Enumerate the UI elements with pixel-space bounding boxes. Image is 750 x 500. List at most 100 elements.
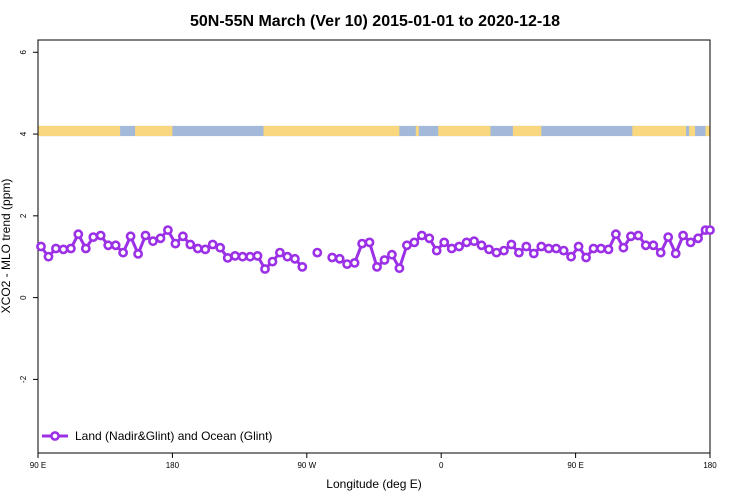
data-point xyxy=(36,241,46,252)
data-point xyxy=(416,230,427,241)
data-point xyxy=(192,243,203,254)
data-point xyxy=(297,261,308,272)
data-point xyxy=(461,237,472,248)
data-point xyxy=(80,243,91,254)
data-point xyxy=(424,233,435,244)
data-point xyxy=(394,263,405,274)
y-tick-label: 4 xyxy=(19,131,28,136)
data-point xyxy=(215,242,226,253)
series-layer xyxy=(36,225,715,274)
y-tick-label: -2 xyxy=(19,375,28,383)
x-tick-label: 90 W xyxy=(297,461,316,470)
data-point xyxy=(573,241,584,252)
data-point xyxy=(364,237,375,248)
data-point xyxy=(43,251,54,262)
data-point xyxy=(88,232,99,242)
data-point xyxy=(551,243,562,254)
legend-label: Land (Nadir&Glint) and Ocean (Glint) xyxy=(75,429,272,443)
legend: Land (Nadir&Glint) and Ocean (Glint) xyxy=(42,429,272,443)
data-point xyxy=(611,229,621,240)
data-point xyxy=(125,231,136,242)
data-point xyxy=(521,241,532,252)
data-point xyxy=(162,225,173,235)
land-segment xyxy=(689,125,696,137)
data-point xyxy=(514,247,524,258)
y-tick-label: 2 xyxy=(19,213,28,218)
land-segment xyxy=(38,125,121,137)
land-segment xyxy=(438,125,491,137)
data-point xyxy=(207,239,218,250)
data-point xyxy=(528,248,539,259)
data-point xyxy=(678,230,688,241)
data-point xyxy=(73,229,84,240)
land-segment xyxy=(263,125,400,137)
data-point xyxy=(95,230,106,241)
data-point xyxy=(581,252,591,263)
data-point xyxy=(506,239,517,250)
data-point xyxy=(491,247,502,258)
x-axis: 90 E 180 90 W 0 90 E 180 xyxy=(30,453,717,470)
land-segment xyxy=(705,125,710,137)
data-point xyxy=(626,231,636,242)
data-point xyxy=(469,236,479,247)
chart-title: 50N-55N March (Ver 10) 2015-01-01 to 202… xyxy=(190,13,560,30)
y-axis: -2 0 2 4 6 xyxy=(19,49,38,383)
data-point xyxy=(640,240,651,251)
data-point xyxy=(596,243,606,254)
data-point xyxy=(334,253,345,264)
data-point xyxy=(603,244,614,255)
data-point xyxy=(498,245,509,256)
data-point xyxy=(349,257,360,268)
data-point xyxy=(274,247,285,258)
data-point xyxy=(386,249,397,260)
data-point xyxy=(133,248,143,259)
data-point xyxy=(66,243,76,254)
data-point xyxy=(566,251,576,262)
data-point xyxy=(670,248,681,259)
data-point xyxy=(372,261,382,272)
surface-strip xyxy=(38,125,710,137)
data-point xyxy=(267,256,278,267)
legend-marker xyxy=(50,431,60,441)
data-point xyxy=(260,264,270,274)
data-point xyxy=(110,240,121,251)
x-tick-label: 180 xyxy=(166,461,180,470)
data-point xyxy=(693,233,703,244)
data-point xyxy=(155,233,166,244)
x-tick-label: 90 E xyxy=(30,461,46,470)
data-point xyxy=(327,252,338,263)
data-point xyxy=(588,243,599,254)
data-point xyxy=(58,244,69,255)
data-point xyxy=(446,243,457,254)
data-point xyxy=(200,244,211,255)
data-point xyxy=(222,252,233,263)
data-point xyxy=(342,259,352,269)
data-point xyxy=(558,245,569,256)
data-point xyxy=(170,238,181,249)
data-point xyxy=(51,243,61,254)
data-point xyxy=(663,232,674,242)
data-point xyxy=(103,240,114,251)
data-point xyxy=(431,245,442,256)
data-point xyxy=(282,251,293,262)
data-point xyxy=(536,241,547,252)
data-point xyxy=(312,247,323,258)
data-point xyxy=(633,230,644,241)
data-point xyxy=(655,247,666,258)
data-point xyxy=(705,225,715,235)
land-segment xyxy=(135,125,173,137)
data-point xyxy=(439,237,450,248)
data-point xyxy=(685,237,696,248)
y-axis-label: XCO2 - MLO trend (ppm) xyxy=(0,179,13,314)
x-tick-label: 90 E xyxy=(567,461,583,470)
x-tick-label: 180 xyxy=(703,461,717,470)
x-tick-label: 0 xyxy=(439,461,444,470)
data-point xyxy=(252,250,263,261)
y-tick-label: 0 xyxy=(19,295,28,300)
data-point xyxy=(618,242,629,253)
data-point xyxy=(140,230,151,241)
y-tick-label: 6 xyxy=(19,49,28,54)
data-point xyxy=(543,243,554,254)
data-point xyxy=(379,255,390,265)
